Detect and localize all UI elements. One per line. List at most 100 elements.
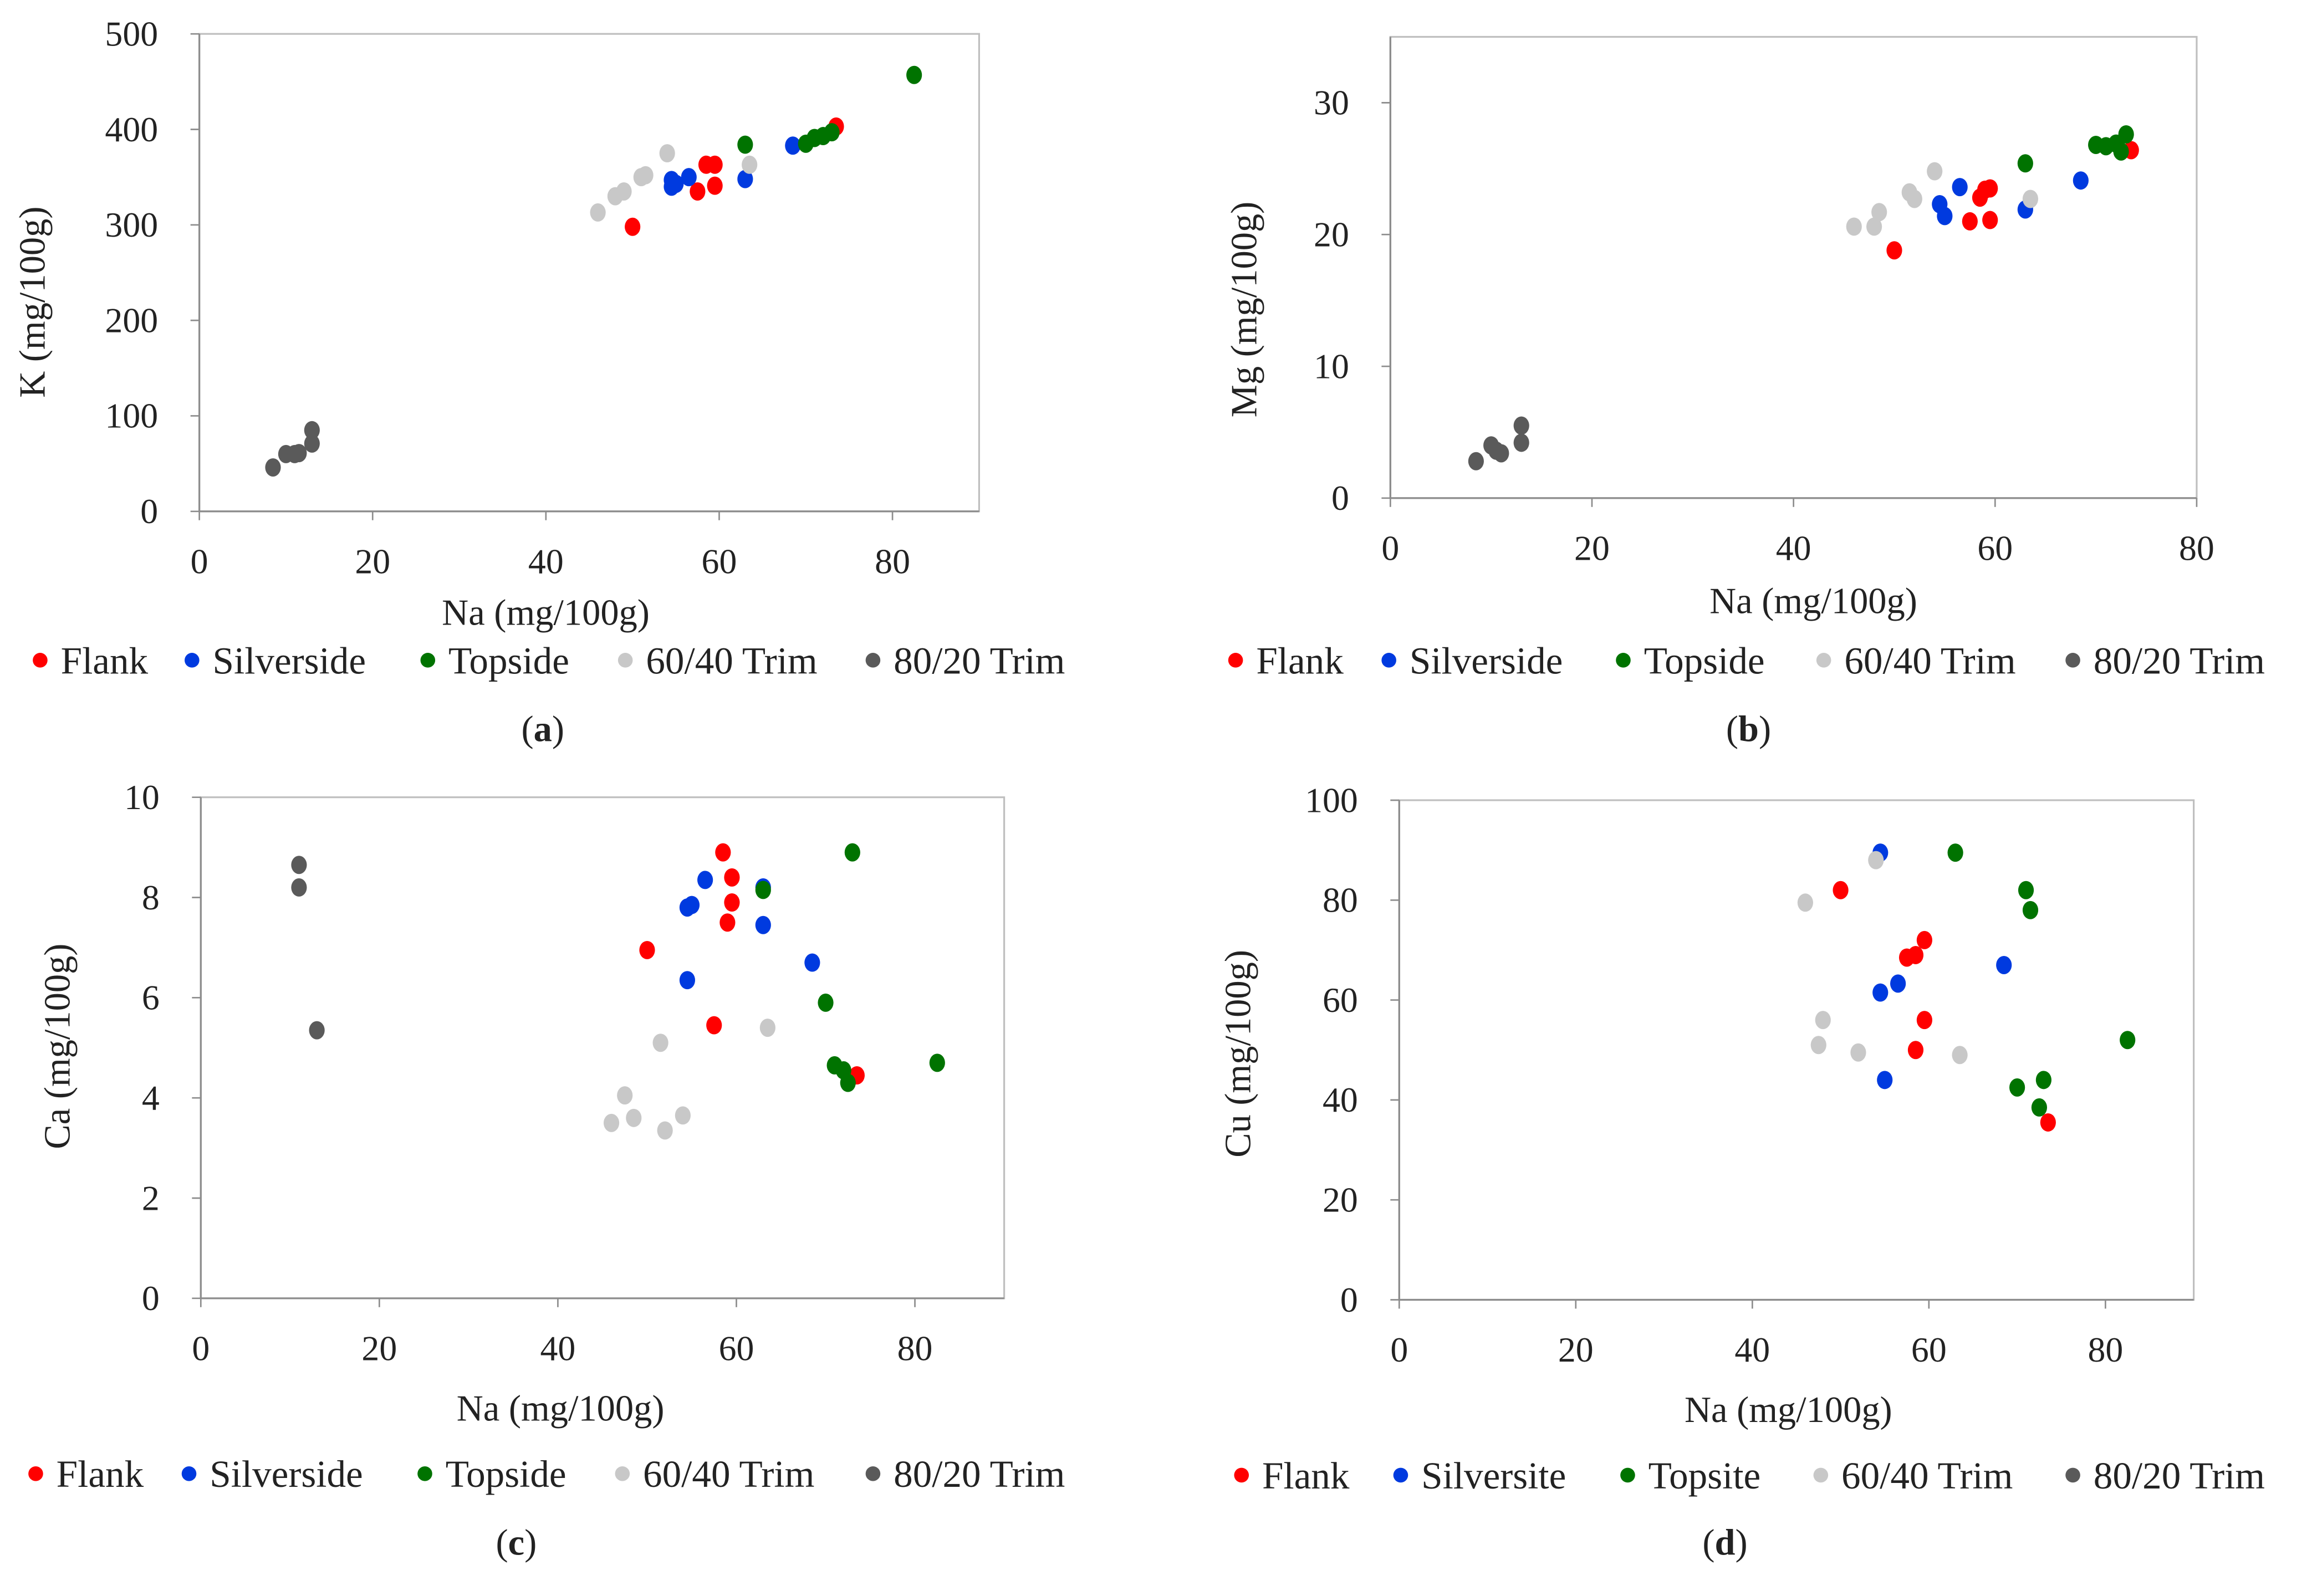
point-topside [2120, 1031, 2136, 1050]
point-60-40-trim [659, 144, 675, 163]
point-silverside [697, 871, 713, 889]
point-60-40-trim [637, 166, 654, 185]
point-topside [929, 1053, 945, 1072]
legend-item: 60/40 Trim [615, 1452, 814, 1495]
point-60-40-trim [603, 1113, 620, 1132]
point-topside [2118, 125, 2134, 144]
legend-item: Flank [33, 639, 149, 682]
point-80-20-trim [304, 421, 320, 439]
legend-marker [1234, 1467, 1249, 1483]
point-60-40-trim [1846, 217, 1862, 236]
point-silverside [755, 915, 771, 934]
point-60-40-trim [626, 1108, 642, 1127]
point-topside [818, 993, 834, 1012]
point-80-20-trim [1468, 452, 1484, 470]
x-tick-label: 80 [875, 541, 910, 581]
point-flank [1907, 945, 1924, 964]
y-tick-label: 0 [140, 492, 158, 531]
point-60-40-trim [1927, 162, 1943, 181]
chart-d: 0 20 40 60 80 0 20 40 60 80 100 Na (mg/100g) Cu (mg/… [1218, 780, 2265, 1563]
legend-item: Flank [28, 1452, 144, 1495]
legend-item: 80/20 Trim [2065, 639, 2265, 682]
legend-item: 80/20 Trim [865, 639, 1065, 682]
legend-item: Flank [1234, 1454, 1350, 1497]
caption-open: ( [496, 1523, 508, 1563]
point-silverside [1952, 178, 1968, 197]
y-tick-label: 500 [105, 14, 158, 53]
point-80-20-trim [265, 458, 281, 477]
legend-item: 60/40 Trim [1813, 1454, 2013, 1497]
caption-open: ( [1726, 709, 1738, 750]
x-tick-label: 40 [540, 1329, 576, 1368]
y-tick-label: 20 [1314, 214, 1349, 254]
legend-label: 60/40 Trim [1844, 639, 2015, 682]
legend-marker [617, 653, 633, 668]
point-flank [724, 868, 740, 887]
point-flank [1916, 930, 1932, 949]
legend-item: Topsite [1620, 1454, 1760, 1497]
legend-label: Silverside [210, 1452, 363, 1495]
legend-label: Silverside [213, 639, 366, 682]
legend-item: 60/40 Trim [1816, 639, 2016, 682]
point-60-40-trim [1906, 190, 1922, 208]
legend-marker [865, 653, 881, 668]
point-flank [715, 843, 731, 862]
point-flank [2040, 1113, 2056, 1132]
y-axis-title: Cu (mg/100g) [1218, 950, 1259, 1158]
legend-item: Silverside [181, 1452, 363, 1495]
point-silverside [737, 170, 753, 188]
legend-marker [2065, 653, 2080, 668]
point-60-40-trim [2022, 190, 2039, 208]
caption-open: ( [521, 709, 533, 750]
point-60-40-trim [675, 1106, 691, 1125]
y-tick-label: 6 [142, 978, 160, 1017]
legend-label: Flank [61, 639, 149, 682]
point-flank [1962, 212, 1978, 231]
point-flank [1916, 1011, 1932, 1030]
legend-marker [181, 1466, 197, 1481]
legend-item: Flank [1228, 639, 1344, 682]
point-silverside [683, 896, 700, 914]
y-tick-label: 10 [124, 777, 160, 817]
legend-item: 80/20 Trim [865, 1452, 1065, 1495]
panel-caption: (d) [1702, 1523, 1747, 1563]
point-80-20-trim [309, 1021, 325, 1040]
y-tick-label: 0 [1340, 1280, 1358, 1319]
x-tick-label: 60 [702, 541, 737, 581]
x-tick-label: 20 [1558, 1330, 1594, 1369]
legend-label: Silversite [1421, 1454, 1566, 1497]
x-tick-label: 80 [897, 1329, 933, 1368]
y-tick-label: 10 [1314, 346, 1349, 386]
point-flank [1907, 1041, 1924, 1060]
legend-marker [1393, 1467, 1408, 1483]
chart-a: 0 20 40 60 80 0 100 200 300 400 500 Na (mg/100g) K (… [12, 14, 1065, 749]
y-tick-label: 80 [1323, 881, 1358, 920]
legend-marker [33, 653, 48, 668]
point-topside [2022, 901, 2039, 919]
point-80-20-trim [291, 856, 307, 874]
x-tick-label: 60 [719, 1329, 754, 1368]
point-silverside [1872, 983, 1889, 1002]
panel-caption: (b) [1726, 709, 1771, 750]
legend-label: 60/40 Trim [1841, 1454, 2013, 1497]
legend-marker [615, 1466, 630, 1481]
y-tick-label: 100 [1305, 780, 1358, 820]
y-tick-label: 30 [1314, 83, 1349, 122]
point-topside [2031, 1098, 2048, 1117]
legend-marker [1616, 653, 1631, 668]
point-silverside [2073, 171, 2089, 190]
caption-close: ) [1735, 1523, 1747, 1563]
y-tick-label: 20 [1323, 1180, 1358, 1219]
x-tick-label: 40 [1734, 1330, 1770, 1369]
point-topside [755, 881, 771, 899]
point-silverside [1937, 207, 1953, 226]
legend-marker [1813, 1467, 1829, 1483]
x-tick-label: 0 [1381, 529, 1399, 568]
x-tick-label: 0 [1390, 1330, 1408, 1369]
legend-marker [417, 1466, 432, 1481]
caption-letter: c [508, 1523, 525, 1563]
point-80-20-trim [291, 444, 307, 463]
legend-label: Topside [446, 1452, 566, 1495]
point-silverside [1890, 974, 1906, 993]
